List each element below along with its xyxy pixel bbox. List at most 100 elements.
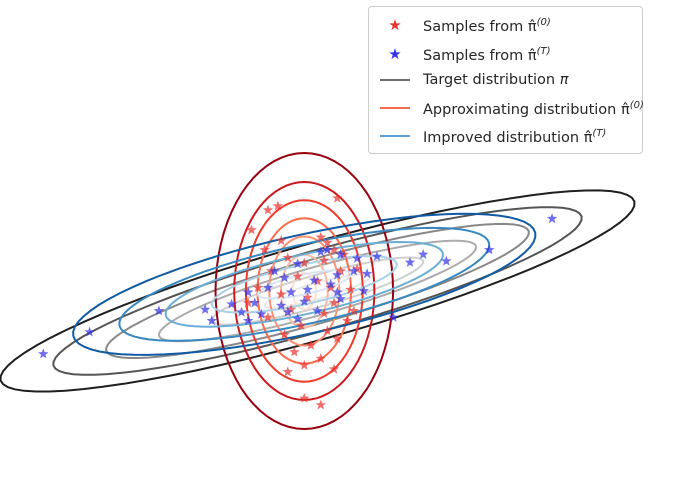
grey-line-icon <box>380 79 410 81</box>
sample-initial-point-3 <box>246 224 257 235</box>
contour-target-level-5 <box>0 189 636 393</box>
sample-improved-point-9 <box>404 257 416 267</box>
legend-label: Improved distribution <box>423 130 584 146</box>
contour-improved-level-4 <box>72 212 537 356</box>
sample-initial-point-22 <box>302 292 313 303</box>
sample-initial-point-34 <box>315 353 326 364</box>
sample-initial-point-27 <box>342 315 353 326</box>
sample-improved-point-33 <box>206 315 217 326</box>
sample-initial-point-28 <box>295 320 307 330</box>
sample-initial-point-6 <box>315 231 326 242</box>
blue-line-icon <box>380 135 410 137</box>
sample-improved-point-17 <box>325 278 336 289</box>
sample-initial-point-14 <box>351 263 363 274</box>
legend-label: Target distribution <box>423 72 560 88</box>
sample-improved-point-21 <box>242 286 254 297</box>
legend-symbol: π̂ <box>620 102 630 118</box>
contour-approx-level-2 <box>268 235 341 347</box>
sample-improved-point-38 <box>292 313 303 324</box>
sample-initial-point-33 <box>289 346 300 357</box>
contour-target-level-2 <box>158 239 477 343</box>
legend-item-improved: Improved distribution π̂(T) <box>369 125 642 147</box>
sample-initial-point-31 <box>332 333 343 344</box>
contour-approx-level-6 <box>214 151 395 431</box>
sample-improved-point-30 <box>282 306 293 317</box>
legend-symbol: π̂ <box>527 19 537 35</box>
sample-initial-point-16 <box>292 270 303 281</box>
sample-initial-point-12 <box>318 255 330 265</box>
contour-target-level-0 <box>263 273 372 309</box>
sample-initial-point-36 <box>328 363 340 374</box>
sample-initial-point-40 <box>348 305 360 316</box>
sample-improved-point-40 <box>358 285 369 296</box>
sample-initial-point-10 <box>282 252 293 263</box>
sample-initial-point-17 <box>312 275 323 286</box>
sample-improved-point-29 <box>256 308 267 319</box>
sample-initial-point-18 <box>325 282 336 293</box>
sample-initial-point-26 <box>262 312 274 322</box>
sample-improved-point-27 <box>199 304 211 314</box>
sample-improved-point-39 <box>335 293 346 304</box>
sample-improved-point-3 <box>441 255 452 266</box>
sample-improved-point-36 <box>84 326 95 337</box>
legend-symbol: π̂ <box>583 130 593 146</box>
sample-initial-point-19 <box>345 284 356 295</box>
sample-improved-point-7 <box>351 253 363 263</box>
sample-improved-point-12 <box>332 269 343 280</box>
legend-item-approximating: Approximating distribution π̂(0) <box>369 97 644 119</box>
sample-initial-point-41 <box>242 297 254 308</box>
sample-improved-point-6 <box>335 249 346 259</box>
sample-initial-point-21 <box>275 288 287 299</box>
contour-improved-level-3 <box>118 226 491 342</box>
legend-superscript: (0) <box>629 100 644 111</box>
contour-improved-level-1 <box>210 255 398 314</box>
sample-improved-point-16 <box>309 274 320 285</box>
sample-layer <box>38 192 558 410</box>
sample-improved-point-13 <box>292 258 303 269</box>
sample-initial-point-8 <box>328 244 340 255</box>
legend: ★ Samples from π̂(0) ★ Samples from π̂(T… <box>368 6 644 154</box>
sample-improved-point-22 <box>332 286 343 297</box>
sample-improved-point-37 <box>38 348 49 359</box>
sample-improved-point-25 <box>299 296 310 306</box>
legend-label: Approximating distribution <box>423 102 621 118</box>
sample-improved-point-28 <box>236 306 247 317</box>
sample-improved-point-26 <box>226 298 237 309</box>
red-line-icon <box>380 107 410 109</box>
legend-label: Samples from <box>423 19 528 35</box>
sample-initial-point-29 <box>322 325 333 336</box>
sample-initial-point-30 <box>279 329 290 340</box>
legend-superscript: (0) <box>536 17 551 28</box>
sample-initial-point-23 <box>328 297 340 308</box>
sample-initial-point-1 <box>272 200 284 211</box>
sample-initial-point-35 <box>299 359 310 370</box>
sample-initial-point-4 <box>259 244 270 255</box>
sample-initial-point-13 <box>335 265 346 276</box>
legend-item-target: Target distribution π <box>369 69 642 91</box>
sample-improved-point-20 <box>262 282 274 293</box>
legend-label: Samples from <box>423 48 528 64</box>
sample-initial-point-24 <box>285 304 297 314</box>
sample-improved-point-35 <box>153 305 165 316</box>
contour-approx-level-1 <box>279 253 329 329</box>
sample-initial-point-39 <box>315 399 326 410</box>
sample-initial-point-2 <box>332 192 343 203</box>
sample-improved-point-10 <box>348 265 360 276</box>
sample-improved-point-5 <box>322 244 333 255</box>
sample-initial-point-37 <box>282 366 293 377</box>
sample-improved-point-14 <box>269 265 280 276</box>
sample-improved-point-15 <box>279 272 290 283</box>
sample-initial-point-11 <box>299 257 310 268</box>
sample-improved-point-34 <box>388 312 399 322</box>
sample-improved-point-23 <box>249 297 260 308</box>
sample-improved-point-18 <box>302 284 313 295</box>
sample-improved-point-31 <box>312 305 323 316</box>
legend-item-samples-initial: ★ Samples from π̂(0) <box>369 14 642 36</box>
sample-improved-point-4 <box>315 246 326 257</box>
sample-initial-point-5 <box>275 235 287 245</box>
sample-initial-point-38 <box>299 392 310 403</box>
sample-initial-point-25 <box>318 308 330 318</box>
sample-initial-point-7 <box>322 237 333 247</box>
sample-improved-point-0 <box>546 213 558 224</box>
